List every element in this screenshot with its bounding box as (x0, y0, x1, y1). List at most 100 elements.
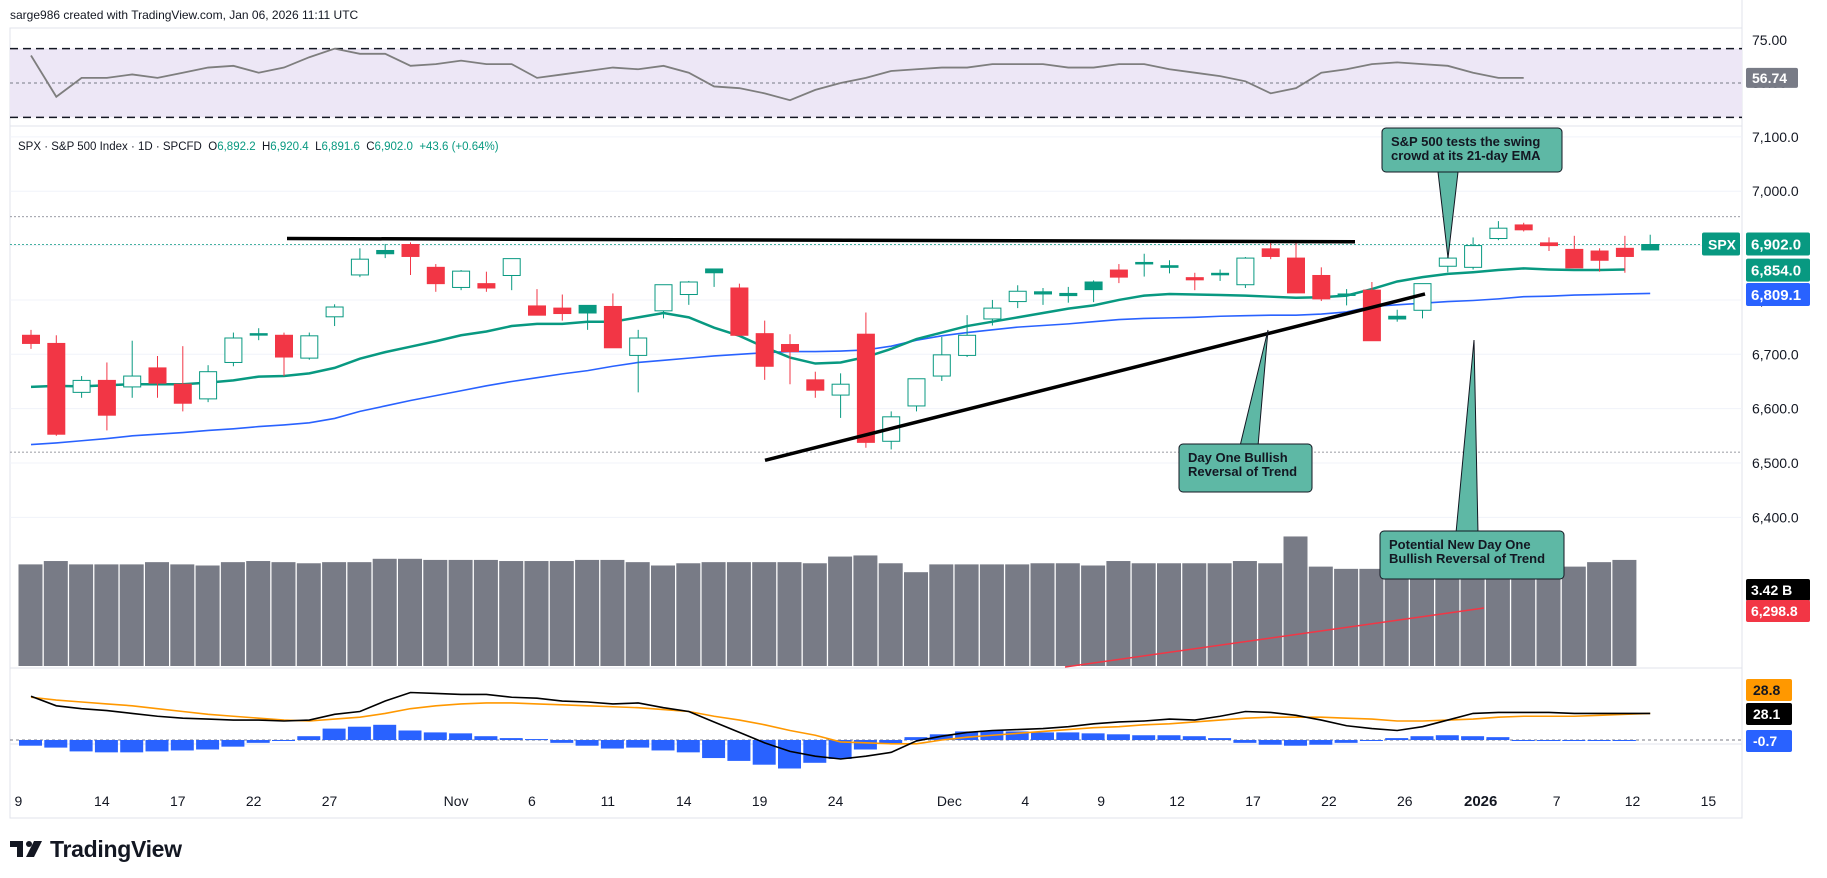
volume-bar (69, 564, 94, 666)
macd-histogram-bar (676, 740, 700, 753)
price-label-bg-2 (1746, 283, 1810, 307)
volume-bar (1612, 559, 1637, 666)
candle (603, 305, 622, 349)
macd-histogram-bar (246, 740, 270, 743)
volume-bar (979, 564, 1004, 666)
close-label: C (366, 141, 375, 153)
macd-histogram-bar (94, 740, 118, 753)
volume-bar (904, 572, 928, 666)
candle (1312, 274, 1331, 300)
candle (1641, 244, 1660, 251)
candle (350, 258, 369, 276)
x-tick-4: 27 (322, 793, 338, 809)
macd-histogram-bar (803, 740, 827, 763)
macd-histogram-bar (626, 740, 650, 748)
candle (1008, 290, 1027, 303)
candle (1109, 269, 1128, 278)
volume-bar (94, 564, 119, 666)
volume-bar (575, 559, 600, 666)
macd-histogram-bar (1106, 734, 1130, 740)
volume-bar (1131, 563, 1156, 666)
macd-label-0: 28.8 (1753, 682, 1780, 698)
candle (275, 334, 293, 358)
candle (831, 383, 850, 396)
symbol-name: SPX · S&P 500 Index · 1D · SPCFD (18, 141, 202, 153)
price-label-2: 6,809.1 (1751, 287, 1801, 304)
candle (224, 337, 243, 363)
x-tick-6: 6 (528, 793, 536, 809)
candle (300, 335, 319, 359)
price-tick-1: 7,000.0 (1752, 183, 1799, 199)
volume-bar (195, 565, 220, 666)
volume-bar (777, 562, 802, 666)
macd-histogram-bar (398, 730, 422, 740)
volume-bar (170, 564, 195, 666)
macd-histogram-bar (1359, 740, 1383, 741)
candle (1287, 257, 1305, 294)
tradingview-logo[interactable]: TradingView (10, 836, 182, 862)
macd-histogram-bar (297, 736, 321, 740)
candle (148, 367, 167, 384)
volume-bar (676, 563, 701, 666)
macd-histogram-bar (145, 740, 169, 752)
macd-label-bg-0 (1746, 679, 1792, 701)
candle (1540, 242, 1558, 247)
macd-histogram-bar (1284, 740, 1307, 746)
macd-histogram-bar (69, 740, 93, 752)
macd-histogram-bar (221, 740, 245, 747)
candle (1388, 315, 1407, 320)
volume-bar (1435, 568, 1460, 666)
x-tick-19: 7 (1553, 793, 1561, 809)
low-value: 6,891.6 (321, 141, 360, 153)
macd-histogram-bar (474, 736, 498, 740)
candle (47, 342, 66, 435)
callout-potential-day-one-line-0: Potential New Day One (1389, 537, 1531, 552)
candle (528, 305, 546, 316)
sma50-line (30, 292, 1651, 446)
macd-histogram-bar (1587, 740, 1611, 741)
macd-histogram-bar (929, 734, 953, 740)
price-label-bg-0 (1746, 232, 1810, 256)
macd-histogram-bar (347, 726, 371, 740)
candle (123, 375, 142, 388)
macd-histogram-bar (1081, 733, 1105, 740)
volume-bar (220, 562, 245, 666)
volume-bar (549, 561, 574, 666)
candle (1565, 248, 1584, 269)
candle (477, 283, 496, 289)
open-label: O (208, 141, 218, 153)
candle (1514, 224, 1533, 231)
volume-bar (1485, 568, 1510, 666)
x-tick-10: 24 (828, 793, 844, 809)
symbol-legend: SPX · S&P 500 Index · 1D · SPCFD O6,892.… (18, 141, 499, 153)
candle (1236, 257, 1255, 286)
callout-day-one-pointer (1239, 329, 1269, 447)
macd-histogram-bar (1461, 736, 1485, 740)
candle (376, 249, 395, 255)
macd-histogram-bar (955, 731, 979, 740)
candle (72, 379, 91, 393)
candle (629, 337, 648, 356)
macd-label-1: 28.1 (1753, 706, 1780, 722)
candle (1059, 292, 1078, 297)
macd-histogram-bar (1005, 731, 1029, 740)
x-tick-11: Dec (937, 793, 962, 809)
candle (553, 307, 572, 315)
callout-swing-crowd-line-0: S&P 500 tests the swing (1391, 134, 1540, 149)
macd-histogram-bar (879, 740, 903, 744)
chart-frame (9, 27, 1743, 819)
candle (1160, 265, 1179, 268)
volume-bar (1157, 563, 1181, 666)
macd-histogram-bar (778, 740, 801, 769)
tradingview-brand: TradingView (50, 835, 182, 862)
volume-bar (524, 561, 549, 666)
macd-histogram-bar (525, 739, 548, 741)
macd-histogram-bar (727, 740, 751, 761)
candle (22, 334, 40, 344)
x-tick-12: 4 (1021, 793, 1029, 809)
volume-trend-line (1064, 607, 1485, 668)
volume-bar (1005, 564, 1030, 666)
candle (730, 287, 749, 336)
candle (1464, 245, 1483, 268)
